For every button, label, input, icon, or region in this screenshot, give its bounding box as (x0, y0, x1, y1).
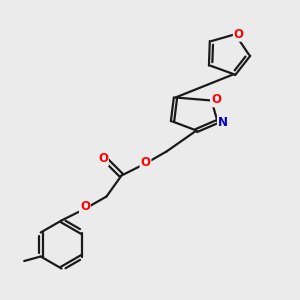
Text: O: O (211, 93, 221, 106)
Text: N: N (218, 116, 228, 129)
Text: O: O (234, 28, 244, 41)
Text: O: O (98, 152, 108, 166)
Text: O: O (80, 200, 90, 214)
Text: O: O (140, 156, 151, 170)
